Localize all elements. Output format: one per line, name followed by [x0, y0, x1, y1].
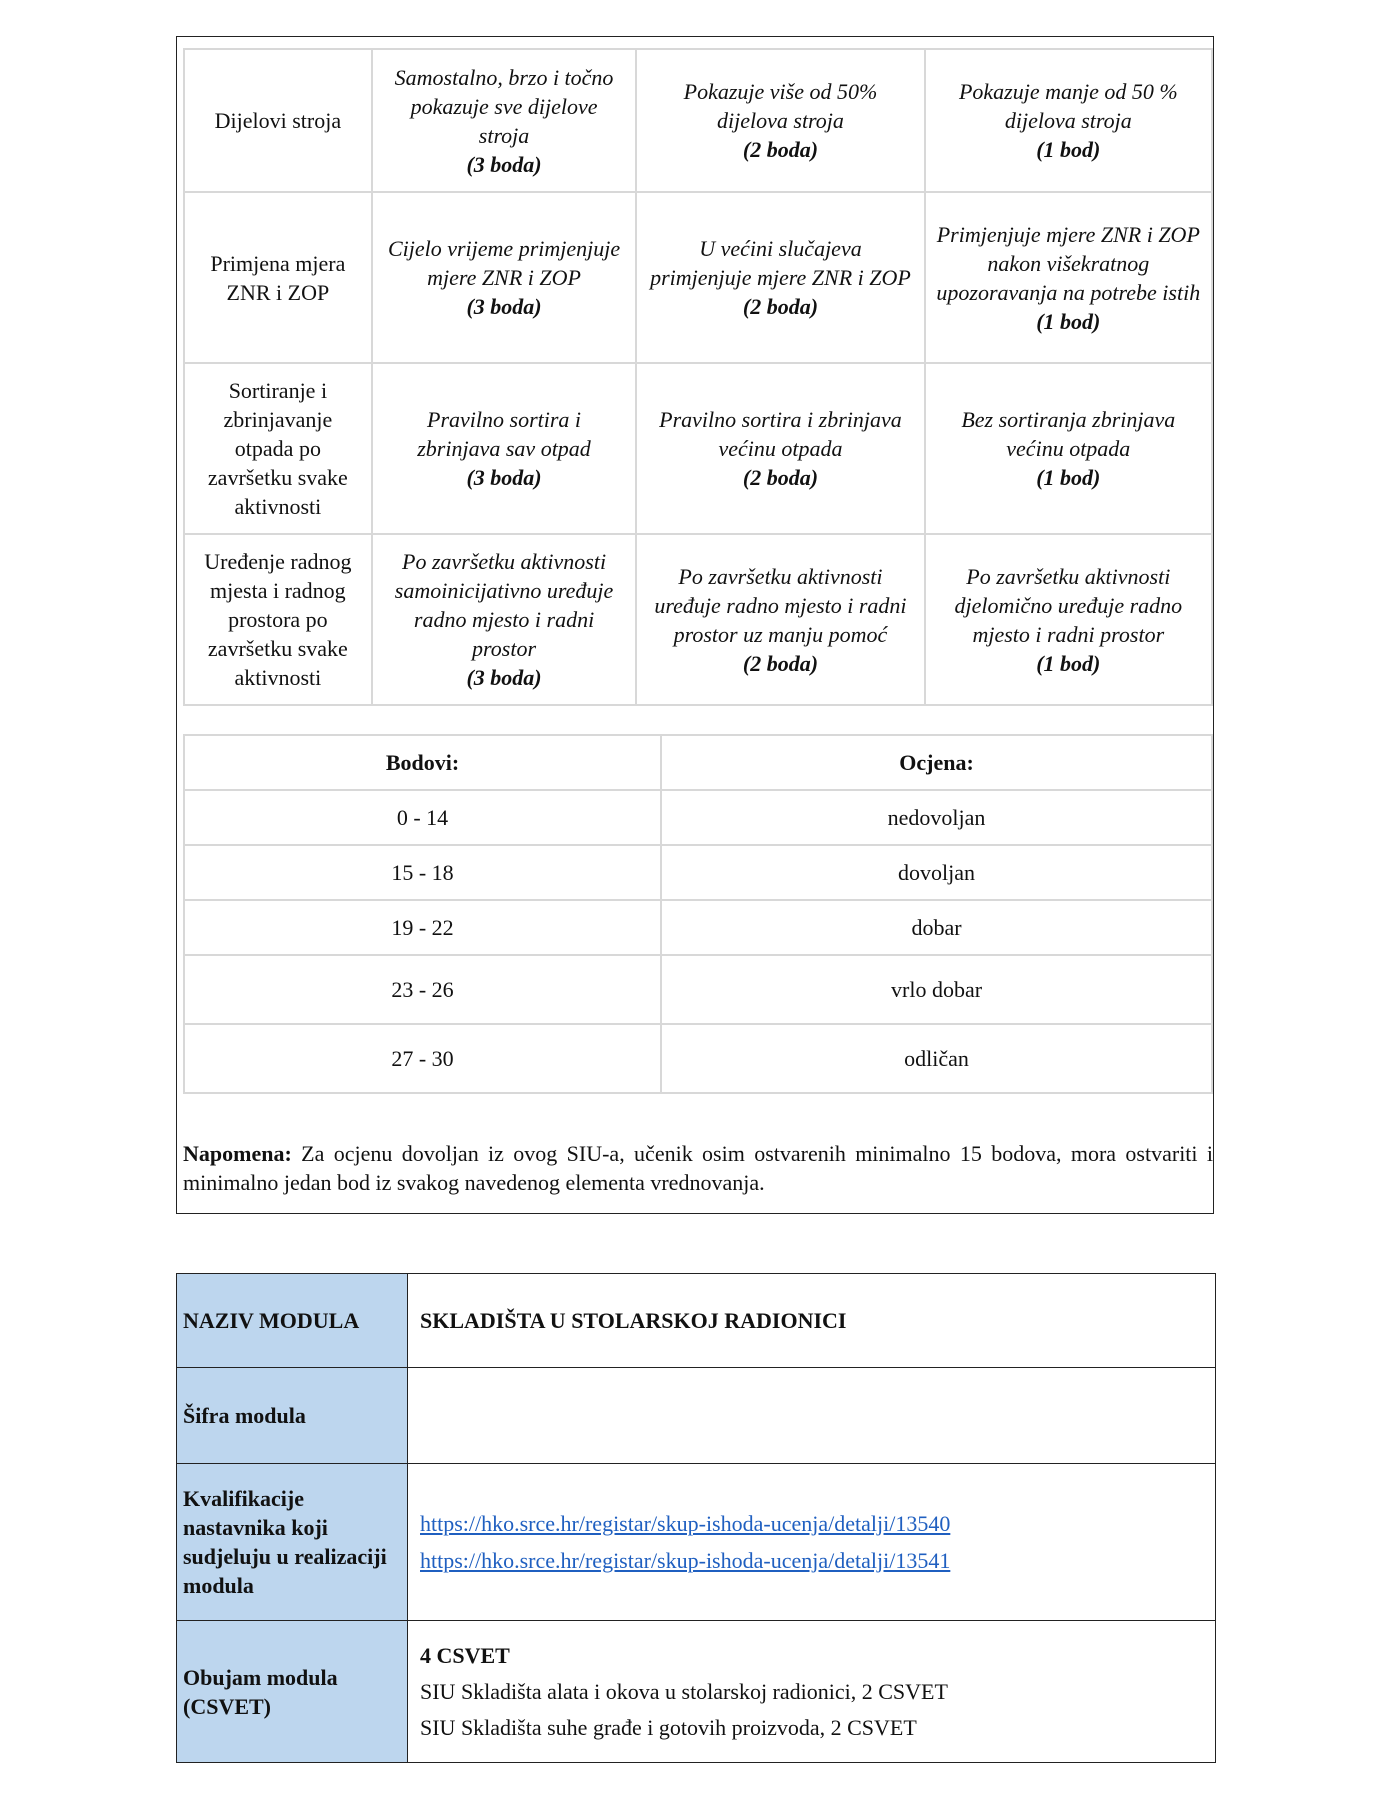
grade: vrlo dobar	[660, 954, 1213, 1025]
table-row: 23 - 26 vrlo dobar	[182, 954, 1213, 1025]
points: 15 - 18	[182, 844, 663, 901]
points: 19 - 22	[182, 899, 663, 956]
qualifications-label: Kvalifikacije nastavnika koji sudjeluju …	[176, 1463, 408, 1621]
module-name-value: SKLADIŠTA U STOLARSKOJ RADIONICI	[420, 1308, 847, 1333]
level-2: U većini slučajeva primjenjuje mjere ZNR…	[635, 191, 926, 364]
table-row: Uređenje radnog mjesta i radnog prostora…	[183, 533, 1214, 706]
grade: odličan	[660, 1023, 1213, 1094]
criterion-name: Sortiranje i zbrinjavanje otpada po zavr…	[183, 362, 373, 535]
criteria-table: Dijelovi stroja Samostalno, brzo i točno…	[183, 48, 1214, 706]
criterion-name: Dijelovi stroja	[183, 48, 373, 193]
volume-item: SIU Skladišta suhe građe i gotovih proiz…	[420, 1714, 917, 1740]
note-text: Za ocjenu dovoljan iz ovog SIU-a, učenik…	[183, 1141, 1213, 1195]
note-label: Napomena:	[183, 1141, 292, 1166]
module-table: NAZIV MODULA SKLADIŠTA U STOLARSKOJ RADI…	[176, 1273, 1216, 1763]
criterion-name: Uređenje radnog mjesta i radnog prostora…	[183, 533, 373, 706]
criterion-name: Primjena mjera ZNR i ZOP	[183, 191, 373, 364]
points: 23 - 26	[182, 954, 663, 1025]
qualifications-cell: https://hko.srce.hr/registar/skup-ishoda…	[407, 1463, 1216, 1621]
table-row: Kvalifikacije nastavnika koji sudjeluju …	[176, 1463, 1216, 1621]
qualification-link[interactable]: https://hko.srce.hr/registar/skup-ishoda…	[420, 1548, 951, 1573]
qualification-link[interactable]: https://hko.srce.hr/registar/skup-ishoda…	[420, 1511, 951, 1536]
table-header: Bodovi: Ocjena:	[182, 734, 1213, 791]
grade: dobar	[660, 899, 1213, 956]
note: Napomena: Za ocjenu dovoljan iz ovog SIU…	[183, 1139, 1213, 1197]
level-1: Primjenjuje mjere ZNR i ZOP nakon višekr…	[923, 191, 1214, 364]
level-2: Po završetku aktivnosti uređuje radno mj…	[635, 533, 926, 706]
level-1: Po završetku aktivnosti djelomično uređu…	[923, 533, 1214, 706]
volume-label: Obujam modula (CSVET)	[176, 1620, 408, 1763]
level-3: Po završetku aktivnosti samoinicijativno…	[370, 533, 638, 706]
header-points: Bodovi:	[182, 734, 663, 791]
table-row: NAZIV MODULA SKLADIŠTA U STOLARSKOJ RADI…	[176, 1273, 1216, 1368]
points: 0 - 14	[182, 789, 663, 846]
level-3: Cijelo vrijeme primjenjuje mjere ZNR i Z…	[370, 191, 638, 364]
table-row: 27 - 30 odličan	[182, 1023, 1213, 1094]
module-name-cell: SKLADIŠTA U STOLARSKOJ RADIONICI	[407, 1273, 1216, 1368]
module-code-value	[407, 1367, 1216, 1464]
grade-table: Bodovi: Ocjena: 0 - 14 nedovoljan 15 - 18…	[182, 734, 1213, 1094]
table-row: 15 - 18 dovoljan	[182, 844, 1213, 901]
table-row: 19 - 22 dobar	[182, 899, 1213, 956]
volume-item: SIU Skladišta alata i okova u stolarskoj…	[420, 1678, 948, 1704]
assessment-box: Dijelovi stroja Samostalno, brzo i točno…	[176, 36, 1214, 1214]
header-grade: Ocjena:	[660, 734, 1213, 791]
grade: dovoljan	[660, 844, 1213, 901]
volume-cell: 4 CSVET SIU Skladišta alata i okova u st…	[407, 1620, 1216, 1763]
volume-total: 4 CSVET	[420, 1642, 510, 1668]
table-row: Dijelovi stroja Samostalno, brzo i točno…	[183, 48, 1214, 193]
table-row: Primjena mjera ZNR i ZOP Cijelo vrijeme …	[183, 191, 1214, 364]
level-3: Pravilno sortira i zbrinjava sav otpad (3…	[370, 362, 638, 535]
grade: nedovoljan	[660, 789, 1213, 846]
module-name-label: NAZIV MODULA	[176, 1273, 408, 1368]
table-row: Šifra modula	[176, 1367, 1216, 1464]
table-row: Obujam modula (CSVET) 4 CSVET SIU Skladi…	[176, 1620, 1216, 1763]
level-1: Pokazuje manje od 50 % dijelova stroja (1…	[923, 48, 1214, 193]
points: 27 - 30	[182, 1023, 663, 1094]
level-2: Pokazuje više od 50% dijelova stroja (2 b…	[635, 48, 926, 193]
level-3: Samostalno, brzo i točno pokazuje sve di…	[370, 48, 638, 193]
table-row: Sortiranje i zbrinjavanje otpada po zavr…	[183, 362, 1214, 535]
module-code-label: Šifra modula	[176, 1367, 408, 1464]
table-row: 0 - 14 nedovoljan	[182, 789, 1213, 846]
level-1: Bez sortiranja zbrinjava većinu otpada (1…	[923, 362, 1214, 535]
level-2: Pravilno sortira i zbrinjava većinu otpa…	[635, 362, 926, 535]
